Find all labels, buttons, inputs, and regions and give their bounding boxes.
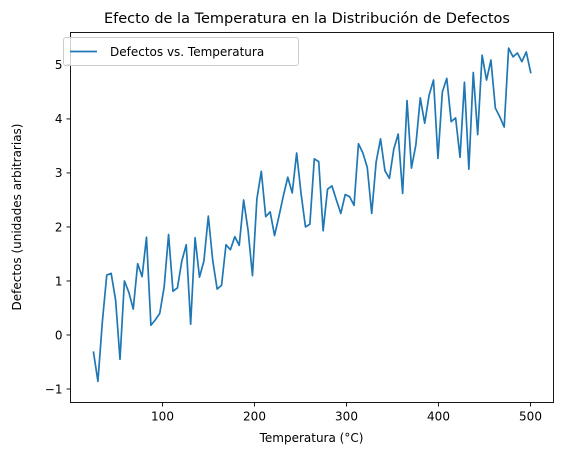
x-axis-label: Temperatura (°C) (259, 431, 364, 445)
x-axis-ticks: 100 200 300 400 500 (151, 402, 542, 424)
y-tick-label: 2 (55, 220, 63, 234)
x-tick-label: 100 (151, 410, 174, 424)
chart-title: Efecto de la Temperatura en la Distribuc… (104, 11, 510, 27)
legend: Defectos vs. Temperatura (63, 37, 299, 66)
y-tick-label: 3 (55, 166, 63, 180)
x-tick-label: 200 (243, 410, 266, 424)
y-tick-label: 5 (55, 58, 63, 72)
y-tick-label: 0 (55, 328, 63, 342)
legend-box (63, 37, 299, 66)
x-tick-label: 500 (519, 410, 542, 424)
y-axis-label: Defectos (unidades arbitrarias) (10, 124, 24, 311)
x-tick-label: 300 (335, 410, 358, 424)
legend-label: Defectos vs. Temperatura (110, 45, 264, 59)
plot-area (70, 32, 554, 403)
series-line (92, 47, 532, 383)
y-tick-label: 1 (55, 274, 63, 288)
y-tick-label: 4 (55, 112, 63, 126)
x-tick-label: 400 (427, 410, 450, 424)
y-tick-label: −1 (45, 382, 63, 396)
y-axis-ticks: −1 0 1 2 3 4 5 (45, 58, 71, 396)
